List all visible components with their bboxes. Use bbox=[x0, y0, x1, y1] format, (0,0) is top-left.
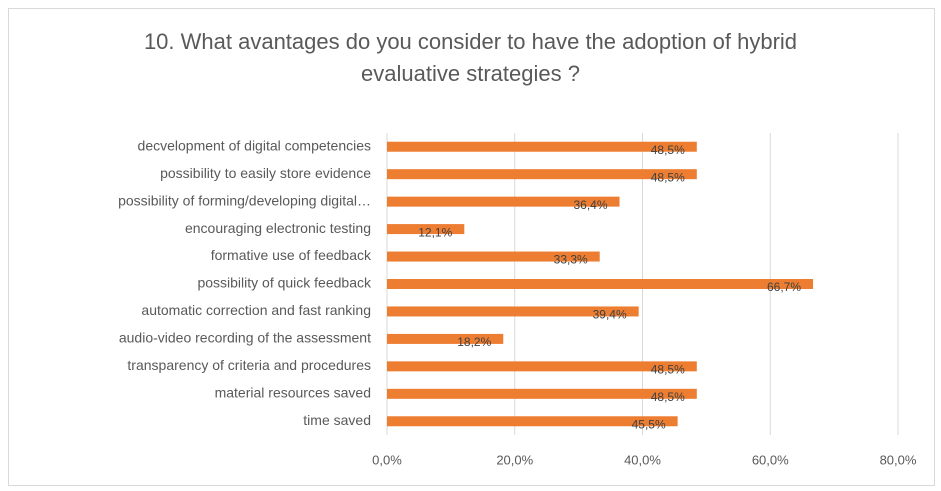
y-tick-label: possibility to easily store evidence bbox=[160, 165, 371, 181]
data-label: 48,5% bbox=[651, 143, 685, 157]
data-label: 45,5% bbox=[632, 417, 666, 431]
data-label: 33,3% bbox=[554, 253, 588, 267]
y-tick-label: possibility of forming/developing digita… bbox=[118, 192, 371, 208]
bar bbox=[387, 251, 600, 262]
y-tick-label: automatic correction and fast ranking bbox=[141, 302, 371, 318]
bar bbox=[387, 141, 697, 152]
y-tick-label: decvelopment of digital competencies bbox=[138, 137, 371, 153]
y-tick-label: encouraging electronic testing bbox=[185, 220, 371, 236]
bar bbox=[387, 279, 814, 289]
y-tick-label: material resources saved bbox=[215, 385, 371, 401]
bar bbox=[387, 169, 697, 180]
data-label: 12,1% bbox=[418, 225, 452, 239]
bar bbox=[387, 196, 620, 207]
y-tick-label: transparency of criteria and procedures bbox=[127, 357, 371, 373]
data-label: 39,4% bbox=[593, 308, 627, 322]
data-label: 36,4% bbox=[573, 198, 607, 212]
bar bbox=[387, 361, 697, 372]
chart-title: 10. What avantages do you consider to ha… bbox=[143, 29, 798, 86]
chart-border bbox=[8, 8, 935, 486]
y-tick-label: audio-video recording of the assessment bbox=[119, 330, 371, 346]
data-label: 48,5% bbox=[651, 390, 685, 404]
data-label: 18,2% bbox=[457, 335, 491, 349]
x-tick-label: 40,0% bbox=[624, 452, 661, 467]
data-label: 48,5% bbox=[651, 170, 685, 184]
bar bbox=[387, 388, 697, 399]
x-tick-label: 0,0% bbox=[372, 452, 402, 467]
y-tick-label: formative use of feedback bbox=[211, 247, 372, 263]
x-tick-label: 20,0% bbox=[496, 452, 533, 467]
bar bbox=[387, 224, 465, 235]
bar bbox=[387, 333, 504, 344]
data-label: 66,7% bbox=[767, 280, 801, 294]
x-tick-label: 60,0% bbox=[752, 452, 789, 467]
bar bbox=[387, 306, 639, 317]
data-label: 48,5% bbox=[651, 363, 685, 377]
bar bbox=[387, 416, 678, 427]
x-tick-label: 80,0% bbox=[880, 452, 917, 467]
y-tick-label: possibility of quick feedback bbox=[197, 275, 372, 291]
y-tick-label: time saved bbox=[303, 412, 371, 428]
